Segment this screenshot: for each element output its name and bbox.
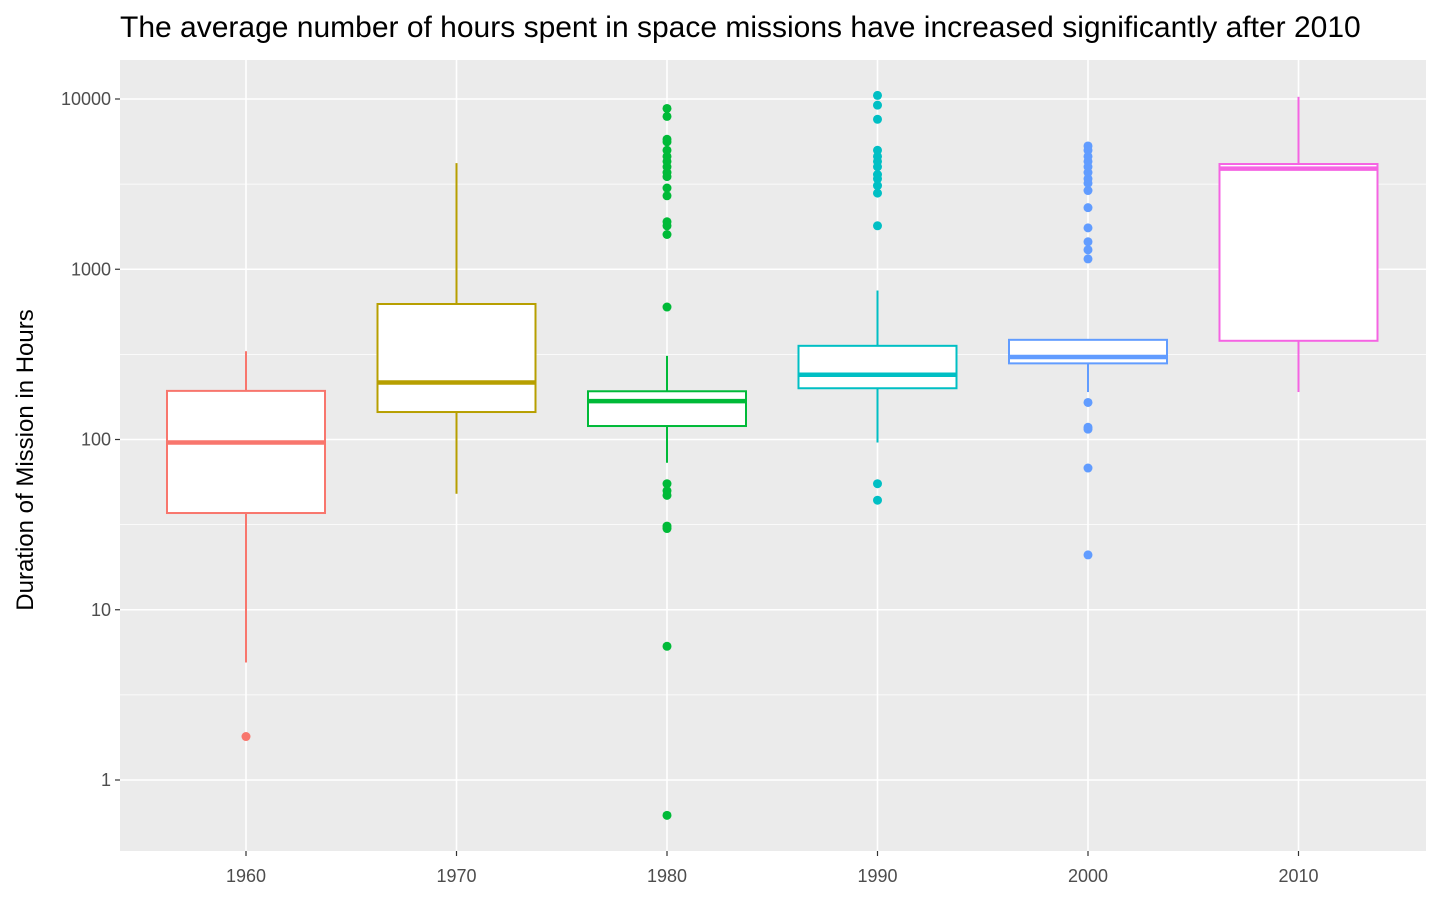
box-1970 [376, 163, 537, 494]
y-axis: 1 10 100 1000 10000 [61, 89, 120, 790]
x-tick-label: 1970 [436, 866, 476, 886]
y-tick-label: 100 [81, 430, 111, 450]
outlier-point [873, 90, 882, 100]
outlier-point [1083, 397, 1093, 407]
boxes-layer [166, 90, 1379, 820]
outlier-point [873, 181, 882, 191]
outlier-point [1083, 422, 1093, 432]
x-axis: 1960 1970 1980 1990 2000 2010 [226, 851, 1319, 886]
box-body [376, 303, 537, 414]
box-1990 [797, 90, 958, 505]
outlier-point [1083, 223, 1093, 233]
outlier-point [662, 229, 672, 239]
outlier-point [662, 103, 672, 113]
outlier-point [241, 732, 251, 742]
outlier-point [873, 495, 882, 505]
box-body [166, 389, 326, 515]
outlier-point [1083, 174, 1093, 184]
outlier-point [873, 188, 882, 198]
y-tick-label: 10 [91, 600, 111, 620]
outlier-point [1083, 141, 1093, 151]
outlier-point [1083, 203, 1093, 213]
y-tick-label: 10000 [61, 89, 111, 109]
outlier-point [1083, 245, 1093, 255]
x-tick-label: 2010 [1278, 866, 1318, 886]
outlier-point [873, 151, 882, 161]
outlier-point [873, 114, 882, 124]
x-tick-label: 2000 [1068, 866, 1108, 886]
outlier-point [662, 479, 672, 489]
x-tick-label: 1990 [857, 866, 897, 886]
outlier-point [662, 145, 672, 155]
outlier-point [873, 100, 882, 110]
outlier-point [662, 302, 672, 312]
outlier-point [873, 170, 882, 180]
outlier-point [662, 810, 672, 820]
outlier-point [1083, 550, 1093, 560]
outlier-point [1083, 237, 1093, 247]
x-tick-label: 1960 [226, 866, 266, 886]
plot-panel [120, 60, 1426, 851]
outlier-point [873, 221, 882, 231]
y-tick-label: 1 [101, 770, 111, 790]
outlier-point [662, 217, 672, 227]
outlier-point [873, 145, 882, 155]
y-tick-label: 1000 [71, 259, 111, 279]
outlier-point [873, 479, 882, 489]
outlier-point [1083, 254, 1093, 264]
outlier-point [1083, 463, 1093, 473]
box-2010 [1218, 96, 1379, 393]
outlier-point [662, 134, 672, 144]
box-2000 [1008, 141, 1168, 560]
box-1980 [587, 103, 747, 820]
box-body [1218, 163, 1379, 342]
outlier-point [1083, 186, 1093, 196]
outlier-point [1083, 151, 1093, 161]
outlier-point [662, 111, 672, 121]
outlier-point [662, 191, 672, 201]
outlier-point [662, 151, 672, 161]
box-1960 [166, 351, 326, 742]
box-body [1008, 338, 1168, 365]
x-tick-label: 1980 [647, 866, 687, 886]
chart-title: The average number of hours spent in spa… [120, 11, 1361, 44]
outlier-point [662, 641, 672, 651]
box-body [797, 344, 958, 390]
box-body [587, 390, 747, 428]
outlier-point [662, 486, 672, 496]
outlier-point [662, 521, 672, 531]
outlier-point [662, 183, 672, 193]
